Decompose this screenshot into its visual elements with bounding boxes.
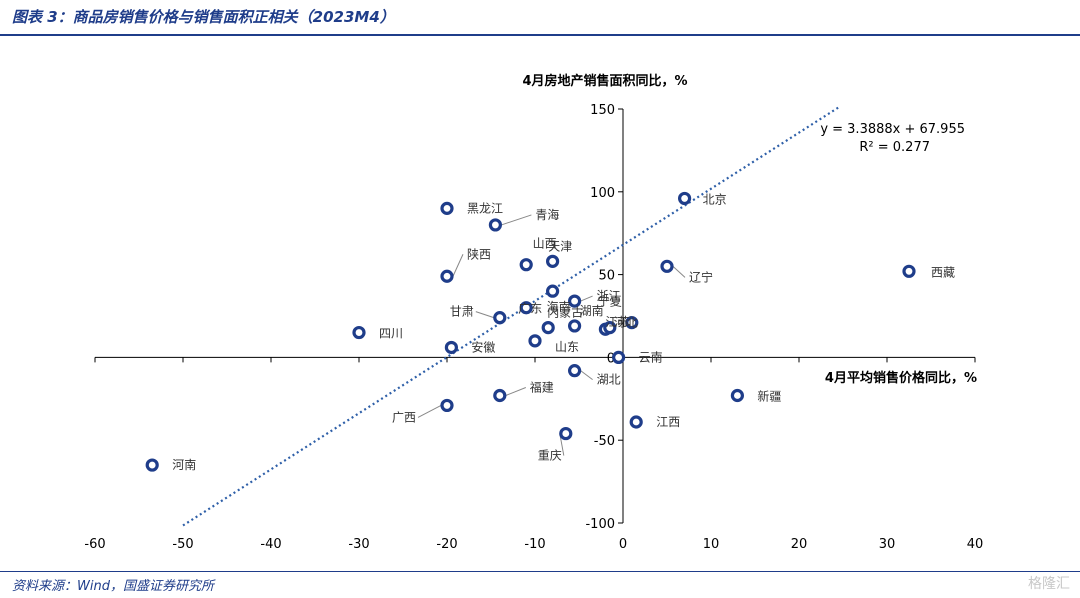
point-label: 宁夏	[598, 294, 622, 309]
point-label: 青海	[535, 207, 559, 222]
x-tick-label: 0	[619, 537, 627, 552]
point-label: 内蒙古	[547, 305, 583, 320]
trendline-r2: R² = 0.277	[859, 140, 930, 155]
point-label: 湖南	[580, 303, 604, 318]
data-point	[677, 191, 692, 206]
data-point	[902, 264, 916, 278]
point-label: 四川	[379, 327, 403, 341]
point-label: 辽宁	[689, 269, 713, 284]
source-note: 资料来源：Wind，国盛证券研究所	[12, 579, 214, 594]
point-label: 山西	[533, 236, 557, 250]
data-point	[440, 398, 454, 413]
y-tick-label: 50	[598, 269, 615, 284]
trendline-equation: y = 3.3888x + 67.955	[820, 122, 965, 137]
watermark: 格隆汇	[1028, 576, 1070, 592]
leader-line	[580, 370, 593, 381]
point-label: 湖北	[597, 372, 621, 387]
x-tick-label: -10	[524, 537, 545, 552]
point-label: 安徽	[471, 339, 495, 354]
point-label: 河南	[172, 457, 196, 472]
point-label: 陕西	[467, 246, 491, 261]
leader-line	[505, 387, 526, 396]
point-label: 西藏	[931, 265, 955, 279]
data-point	[493, 388, 507, 403]
data-point	[611, 350, 626, 364]
data-point	[625, 316, 639, 330]
leader-line	[672, 265, 686, 278]
grid-layer: -60 -50 -40 -30 -20 -10 0 10 20 30 40-100-50050100…	[84, 103, 983, 552]
data-point	[567, 294, 582, 308]
scatter-chart: -60 -50 -40 -30 -20 -10 0 10 20 30 40-100-50050100…	[84, 73, 983, 552]
data-point	[519, 301, 533, 315]
data-point	[660, 259, 674, 273]
data-point	[444, 340, 458, 355]
data-point	[352, 325, 366, 340]
leader-line	[501, 214, 532, 226]
x-tick-label: 30	[879, 537, 896, 552]
point-label: 河北	[614, 316, 638, 330]
y-axis-title: 4月房地产销售面积同比，%	[522, 73, 687, 89]
x-tick-label: 40	[967, 537, 984, 552]
data-point	[567, 364, 582, 378]
point-label: 海南	[547, 299, 571, 314]
point-label: 甘肃	[450, 305, 474, 319]
data-point	[440, 269, 454, 283]
y-tick-label: -100	[585, 517, 615, 532]
y-tick-label: 100	[590, 186, 615, 201]
data-point	[145, 458, 159, 472]
data-point	[488, 218, 502, 232]
data-point	[629, 415, 643, 429]
point-label: 天津	[548, 240, 572, 254]
point-label: 重庆	[538, 449, 562, 463]
x-tick-label: -40	[260, 537, 281, 552]
data-point	[567, 319, 582, 333]
point-label: 广东	[518, 302, 542, 316]
point-label: 江苏	[605, 315, 629, 329]
x-tick-label: 20	[791, 537, 808, 552]
leader-line	[580, 295, 593, 302]
page-title: 图表 3：商品房销售价格与销售面积正相关（2023M4）	[12, 8, 395, 26]
data-point	[541, 320, 555, 335]
points-layer	[145, 191, 916, 472]
y-tick-label: 150	[590, 103, 615, 118]
data-point	[545, 254, 560, 268]
point-label: 浙江	[597, 289, 621, 303]
leader-line	[417, 404, 442, 418]
data-point	[440, 201, 454, 215]
point-label: 广西	[392, 410, 416, 424]
point-label: 江西	[656, 415, 680, 429]
x-tick-label: -60	[84, 537, 105, 552]
data-point	[559, 426, 573, 441]
y-tick-label: 0	[607, 351, 615, 366]
data-point	[603, 320, 617, 335]
x-tick-label: -50	[172, 537, 193, 552]
data-point	[730, 388, 745, 403]
leader-line	[475, 311, 494, 319]
trendline-layer	[182, 106, 840, 527]
data-point	[519, 258, 533, 272]
data-point	[493, 311, 507, 325]
point-label: 云南	[639, 349, 663, 364]
leader-line	[452, 254, 464, 277]
point-label: 山东	[555, 340, 579, 354]
point-label: 福建	[530, 379, 554, 394]
x-tick-label: 10	[703, 537, 720, 552]
x-axis-title: 4月平均销售价格同比，%	[825, 370, 977, 386]
x-tick-label: -30	[348, 537, 369, 552]
title-rule	[0, 34, 1080, 36]
trendline	[182, 106, 840, 527]
point-label: 新疆	[757, 388, 781, 403]
point-label: 黑龙江	[467, 201, 503, 215]
data-point	[528, 334, 542, 348]
y-tick-label: -50	[594, 434, 615, 449]
x-tick-label: -20	[436, 537, 457, 552]
data-point	[545, 284, 560, 298]
footer-rule	[0, 571, 1080, 572]
point-label: 北京	[703, 192, 727, 206]
